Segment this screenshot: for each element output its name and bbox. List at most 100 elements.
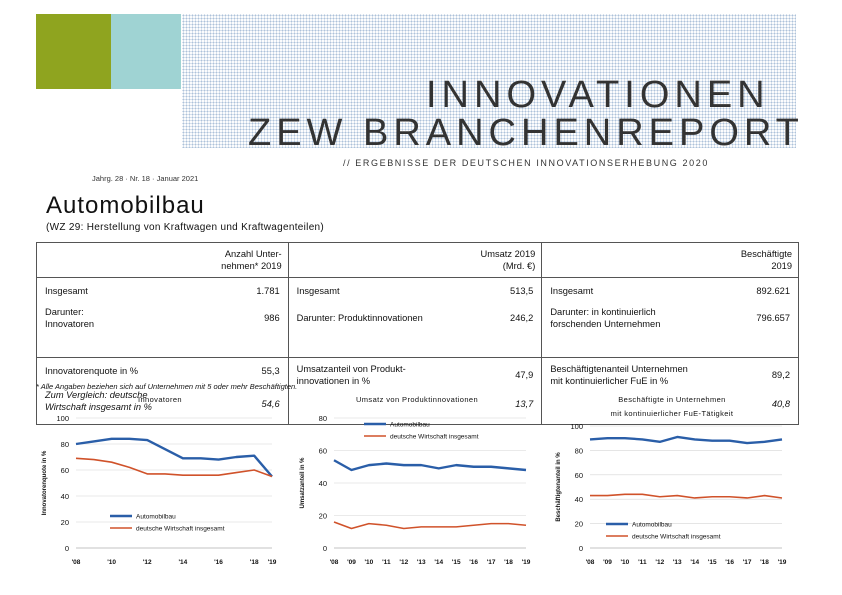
legend-label: deutsche Wirtschaft insgesamt [390, 434, 479, 441]
x-tick-label: '11 [382, 559, 391, 566]
innovators-value: 986 [264, 313, 280, 323]
y-tick-label: 60 [319, 447, 327, 456]
x-tick-label: '12 [655, 559, 664, 566]
legend-label: Automobilbau [136, 514, 176, 521]
x-tick-label: '17 [743, 559, 752, 566]
x-tick-label: '15 [452, 559, 461, 566]
revenue-totals-cell: Insgesamt 513,5 Darunter: Produktinnovat… [287, 277, 543, 358]
y-tick-label: 80 [61, 440, 69, 449]
series-line [590, 493, 783, 499]
issue-info: Jahrg. 28 · Nr. 18 · Januar 2021 [92, 174, 199, 183]
y-tick-label: 20 [575, 520, 583, 529]
x-tick-label: '16 [469, 559, 478, 566]
header-employees-line2: 2019 [771, 261, 792, 271]
x-tick-label: '12 [143, 559, 152, 566]
series-line [333, 459, 527, 472]
firms-total-label: Insgesamt [45, 286, 88, 296]
revenue-share-value: 47,9 [515, 370, 534, 380]
rd-employees-label: Darunter: in kontinuierlich forschenden U… [550, 307, 661, 329]
chart-title: Umsatz von Produktinnovationen [356, 395, 478, 404]
header-firms-line1: Anzahl Unter- [224, 249, 282, 259]
legend-label: deutsche Wirtschaft insgesamt [632, 534, 721, 541]
y-tick-label: 40 [319, 479, 327, 488]
x-tick-label: '08 [330, 559, 339, 566]
x-tick-label: '14 [434, 559, 443, 566]
y-tick-label: 100 [570, 422, 583, 431]
x-tick-label: '08 [586, 559, 595, 566]
x-tick-label: '16 [725, 559, 734, 566]
y-tick-label: 0 [579, 544, 583, 553]
legend-label: Automobilbau [632, 522, 672, 529]
x-tick-label: '18 [250, 559, 259, 566]
revenue-share-cell: Umsatzanteil von Produkt-innovationen in… [287, 357, 543, 425]
employees-totals-cell: Insgesamt 892.621 Darunter: in kontinuie… [541, 277, 799, 358]
employee-share-label: Beschäftigtenanteil Unternehmen mit konti… [550, 364, 688, 386]
comparison-employee-value: 40,8 [771, 399, 790, 409]
x-tick-label: '10 [365, 559, 374, 566]
y-tick-label: 20 [61, 518, 69, 527]
sector-wz-code: (WZ 29: Herstellung von Kraftwagen und K… [46, 222, 325, 233]
y-tick-label: 80 [319, 414, 327, 423]
series-line [75, 457, 273, 478]
y-axis-label: Innovatorenquote in % [42, 450, 48, 515]
x-tick-label: '10 [107, 559, 116, 566]
sector-title: Automobilbau [46, 192, 205, 219]
report-subtitle: // ERGEBNISSE DER DEUTSCHEN INNOVATIONSE… [343, 158, 709, 168]
employees-total-label: Insgesamt [550, 286, 594, 296]
chart-title: Innovatoren [138, 395, 182, 404]
x-tick-label: '18 [504, 559, 513, 566]
header-revenue-line1: Umsatz 2019 [480, 249, 536, 259]
x-tick-label: '13 [417, 559, 426, 566]
employee-share-cell: Beschäftigtenanteil Unternehmen mit konti… [541, 357, 799, 425]
comparison-innovator-value: 54,6 [261, 399, 280, 409]
table-footnote: * Alle Angaben beziehen sich auf Unterne… [36, 382, 298, 391]
logo-teal-square [111, 14, 181, 89]
revenue-total-value: 513,5 [510, 286, 534, 296]
y-tick-label: 60 [61, 466, 69, 475]
product-innovations-label: Darunter: Produktinnovationen [296, 313, 423, 323]
y-tick-label: 60 [575, 471, 583, 480]
y-tick-label: 100 [56, 414, 69, 423]
series-line [75, 437, 273, 478]
logo-green-square [36, 14, 111, 89]
x-tick-label: '16 [214, 559, 223, 566]
employees-total-value: 892.621 [756, 286, 790, 296]
comparison-label: Zum Vergleich: deutsche Wirtschaft insges… [45, 390, 152, 412]
x-tick-label: '15 [708, 559, 717, 566]
x-tick-label: '14 [690, 559, 699, 566]
x-tick-label: '09 [347, 559, 356, 566]
innovators-label: Darunter: Innovatoren [45, 307, 95, 329]
report-title-line1: INNOVATIONEN [426, 74, 770, 116]
y-tick-label: 40 [61, 492, 69, 501]
rd-employees-value: 796.657 [756, 313, 790, 323]
series-line [333, 521, 527, 530]
chart-innovators: Innovatoren 0 20 40 60 80 100 Innovatorenquote … [42, 395, 277, 566]
firms-totals-cell: Insgesamt 1.781 Darunter: Innovatoren 986 [36, 277, 289, 358]
y-axis-label: Beschäftigtenanteil in % [556, 452, 562, 522]
key-figures-table: Anzahl Unter-nehmen* 2019 Umsatz 2019 (Mr… [36, 242, 799, 425]
chart-rd-employees: Beschäftigte in Unternehmen mit kontinuie… [556, 395, 787, 566]
table-header-revenue: Umsatz 2019 (Mrd. €) [287, 242, 543, 278]
x-tick-label: '19 [268, 559, 277, 566]
employee-share-value: 89,2 [771, 370, 790, 380]
report-title-line2: ZEW BRANCHENREPORT [248, 112, 804, 154]
innovator-rate-label: Innovatorenquote in % [45, 366, 139, 376]
header-firms-line2: nehmen* 2019 [221, 261, 282, 271]
x-tick-label: '14 [179, 559, 188, 566]
product-innovations-value: 246,2 [510, 313, 534, 323]
x-tick-label: '13 [673, 559, 682, 566]
innovator-rate-cell: Innovatorenquote in % 55,3 Zum Vergleich… [36, 357, 289, 425]
x-tick-label: '11 [638, 559, 647, 566]
y-tick-label: 80 [575, 446, 583, 455]
revenue-share-label: Umsatzanteil von Produkt-innovationen in… [296, 364, 406, 386]
x-tick-label: '08 [72, 559, 81, 566]
table-header-firms: Anzahl Unter-nehmen* 2019 [36, 242, 289, 278]
y-axis-label: Umsatzanteil in % [300, 457, 306, 509]
legend-label: Automobilbau [390, 422, 430, 429]
y-tick-label: 40 [575, 495, 583, 504]
firms-total-value: 1.781 [256, 286, 280, 296]
x-tick-label: '19 [778, 559, 787, 566]
x-tick-label: '19 [522, 559, 531, 566]
y-tick-label: 0 [65, 544, 69, 553]
dot-pattern-background [182, 14, 796, 148]
